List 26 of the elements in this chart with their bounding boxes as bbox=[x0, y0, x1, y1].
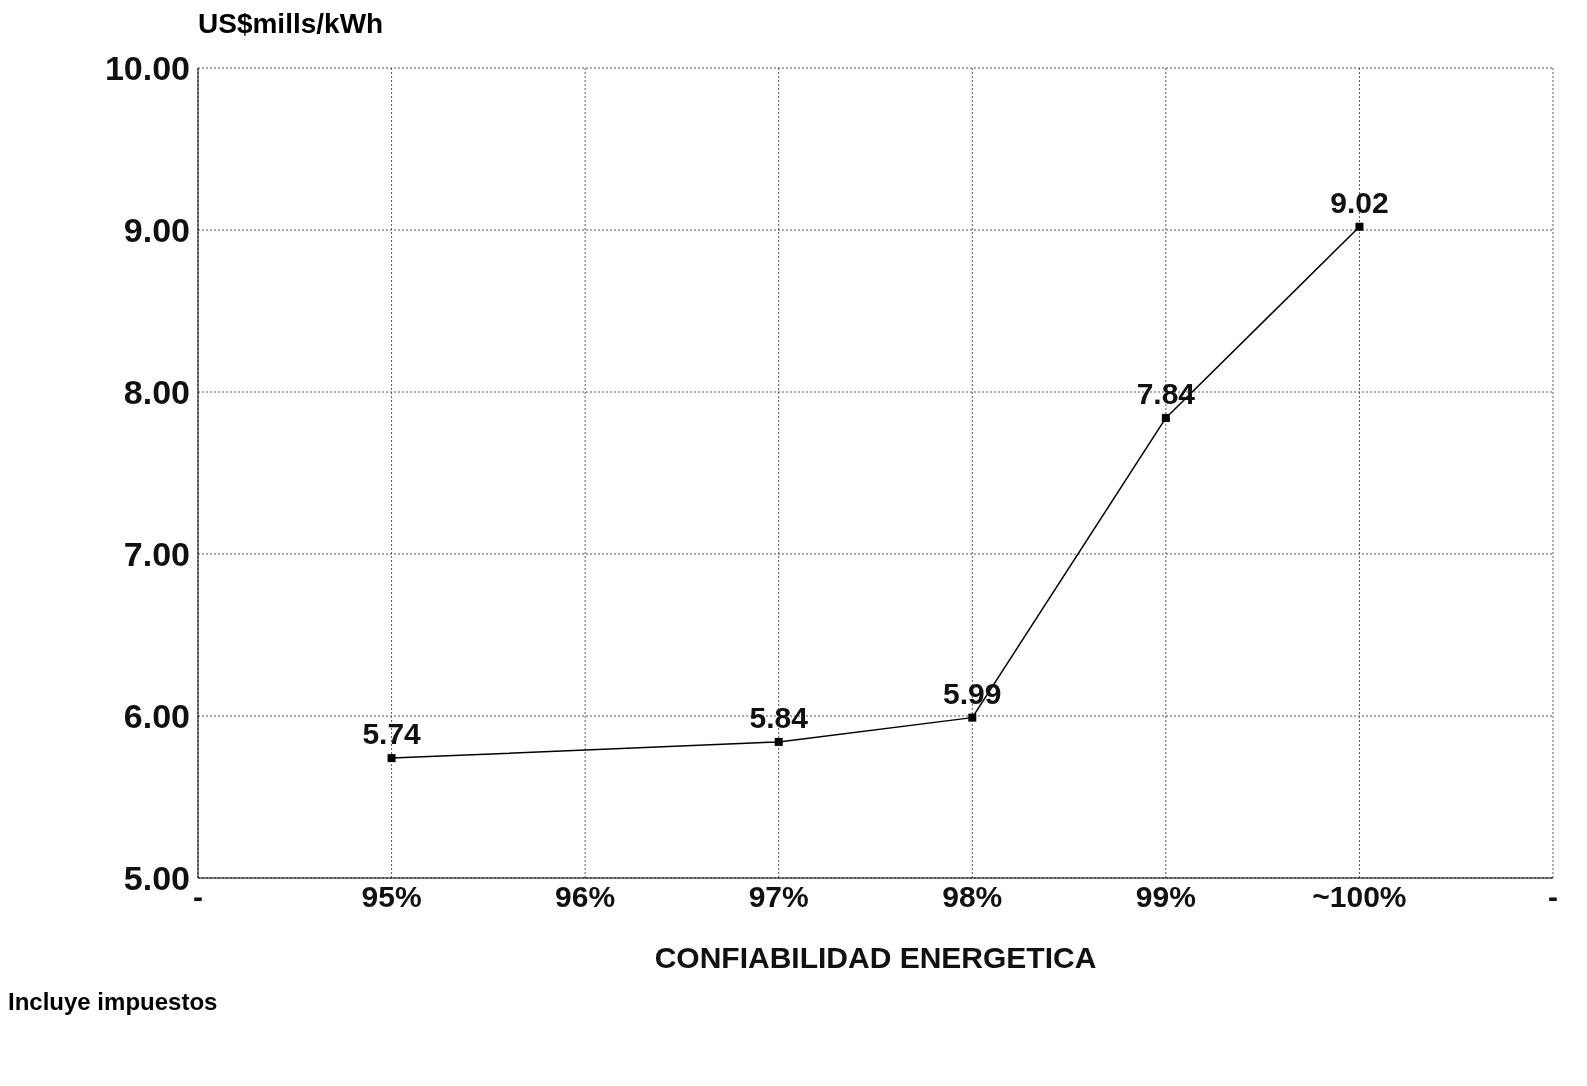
x-tick-label: 98% bbox=[942, 880, 1003, 914]
y-tick-label: 6.00 bbox=[123, 697, 190, 736]
x-tick-label: - bbox=[1548, 880, 1558, 914]
point bbox=[968, 713, 977, 722]
y-tick-label: 9.00 bbox=[123, 211, 190, 250]
x-tick-label: 96% bbox=[555, 880, 616, 914]
y-tick-label: 10.00 bbox=[104, 49, 190, 88]
text: Incluye impuestos bbox=[8, 988, 219, 1016]
y-axis-title: US$mills/kWh bbox=[198, 8, 385, 41]
data-label: 5.84 bbox=[749, 700, 809, 734]
x-axis-title: CONFIABILIDAD ENERGETICA bbox=[654, 941, 1097, 974]
point bbox=[1355, 222, 1364, 231]
x-tick-label: ~100% bbox=[1312, 880, 1407, 914]
y-tick-label: 5.00 bbox=[123, 859, 190, 898]
y-tick-label: 7.00 bbox=[123, 535, 190, 574]
point bbox=[387, 754, 396, 763]
data-label: 5.74 bbox=[362, 717, 422, 751]
x-tick-label: 99% bbox=[1135, 880, 1196, 914]
point bbox=[1161, 413, 1170, 422]
x-tick-label: 95% bbox=[361, 880, 422, 914]
data-label: 9.02 bbox=[1330, 185, 1389, 219]
data-label: 7.84 bbox=[1136, 376, 1196, 410]
point bbox=[774, 737, 783, 746]
x-tick-label: 97% bbox=[748, 880, 809, 914]
x-tick-label: - bbox=[193, 880, 203, 914]
y-tick-label: 8.00 bbox=[123, 373, 190, 412]
